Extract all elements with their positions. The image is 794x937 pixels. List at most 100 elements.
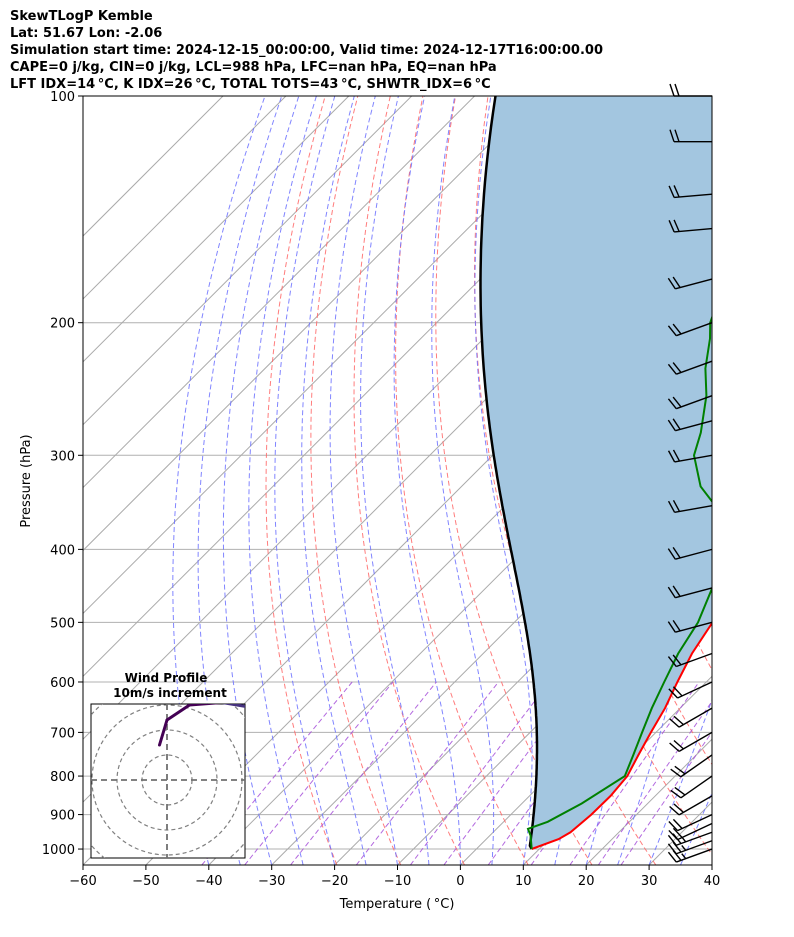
moist-adiabat-line — [360, 96, 430, 865]
moist-adiabat-line — [248, 96, 317, 865]
barb-flag — [674, 129, 680, 142]
sounding-layer — [479, 96, 712, 850]
dry-adiabat-line — [395, 96, 529, 865]
isotherm-line — [711, 864, 712, 865]
x-tick-label: −50 — [132, 874, 159, 889]
barb-flag — [669, 718, 680, 728]
chart-title: SkewTLogP Kemble — [10, 9, 153, 24]
wind-barb — [667, 585, 713, 599]
wind-barb — [667, 449, 713, 463]
barb-shaft — [678, 795, 713, 816]
y-tick-label: 1000 — [42, 843, 75, 858]
barb-flag — [667, 398, 677, 410]
barb-flag — [670, 768, 682, 778]
barb-flag — [669, 742, 680, 752]
barb-shaft — [674, 193, 713, 199]
dry-adiabat-line — [749, 96, 794, 865]
x-tick-label: 20 — [578, 874, 595, 889]
barb-shaft — [674, 227, 713, 233]
barb-flag — [667, 450, 676, 463]
isotherm-line — [83, 96, 287, 300]
wind-barb — [668, 681, 713, 699]
barb-flag — [673, 803, 684, 813]
location-line: Lat: 51.67 Lon: -2.06 — [10, 26, 163, 41]
barb-shaft — [676, 395, 713, 410]
moist-adiabat-line — [301, 96, 367, 865]
barb-flag — [668, 185, 675, 198]
barb-flag — [667, 586, 676, 599]
barb-shaft — [676, 848, 713, 863]
barb-shaft — [675, 587, 713, 599]
wind-barb — [667, 276, 713, 290]
x-tick-label: −20 — [321, 874, 348, 889]
barb-flag — [672, 585, 681, 597]
barb-shaft — [676, 840, 713, 855]
barb-shaft — [675, 548, 713, 560]
moist-adiabat-line — [711, 863, 712, 865]
barb-shaft — [677, 822, 713, 841]
dry-adiabat-line — [310, 96, 402, 865]
barb-flag — [672, 827, 683, 838]
barb-shaft — [676, 360, 713, 375]
dry-adiabat-line — [781, 96, 794, 865]
barb-flag — [672, 619, 681, 632]
hodograph-segment — [292, 728, 297, 748]
wind-barb — [668, 813, 713, 832]
hodograph-segment — [315, 745, 333, 765]
barb-shaft — [676, 831, 713, 846]
barb-flag — [672, 818, 683, 830]
hodograph-segment — [330, 765, 333, 785]
hodograph-segment — [188, 704, 223, 707]
x-tick-label: −10 — [384, 874, 411, 889]
x-tick-label: −30 — [258, 874, 285, 889]
barb-shaft — [675, 621, 713, 633]
wind-barb — [668, 185, 713, 199]
isotherm-line — [83, 96, 224, 237]
barb-flag — [667, 277, 676, 290]
barb-flag — [672, 546, 681, 559]
moist-adiabat-line — [617, 96, 699, 865]
barb-shaft — [680, 754, 713, 778]
moist-adiabat-line — [648, 698, 712, 865]
barb-flag — [668, 820, 679, 832]
hodograph-subtitle: 10m/s increment — [113, 686, 227, 700]
hodograph-plot — [91, 704, 333, 858]
hodograph-segment — [322, 785, 330, 795]
barb-flag — [669, 83, 675, 97]
hodograph-segment — [165, 704, 191, 722]
barb-flag — [672, 449, 681, 462]
temperature-line — [531, 620, 712, 850]
barb-shaft — [678, 731, 713, 753]
cape-cin-shading — [480, 96, 712, 849]
barb-shaft — [678, 707, 713, 728]
barb-flag — [667, 363, 677, 375]
x-axis-label: Temperature ( °C) — [339, 897, 455, 912]
barb-flag — [674, 786, 686, 796]
wind-barb — [667, 322, 713, 337]
mixing-ratio-line — [290, 681, 437, 865]
wind-barb — [669, 129, 712, 143]
y-tick-label: 400 — [50, 543, 75, 558]
barb-flag — [673, 739, 684, 750]
barb-flag — [673, 185, 680, 198]
barb-flag — [672, 654, 682, 666]
hodograph-segment — [158, 718, 169, 747]
barb-shaft — [676, 322, 713, 337]
barb-flag — [672, 396, 682, 408]
barb-flag — [672, 499, 681, 512]
x-tick-label: −40 — [195, 874, 222, 889]
hodograph-segment — [315, 733, 325, 746]
hodograph-title: Wind Profile — [125, 671, 208, 685]
barb-flag — [667, 834, 677, 846]
barb-flag — [667, 500, 676, 513]
wind-barb — [668, 822, 713, 841]
cape-line: CAPE=0 j/kg, CIN=0 j/kg, LCL=988 hPa, LF… — [10, 60, 497, 75]
barb-shaft — [675, 420, 713, 432]
wind-barb — [667, 499, 713, 513]
barb-flag — [674, 765, 686, 775]
y-tick-label: 900 — [50, 809, 75, 824]
isotherm-line — [334, 486, 712, 865]
isotherm-line — [83, 96, 538, 552]
isotherm-line — [83, 96, 413, 426]
barb-shaft — [674, 505, 713, 513]
